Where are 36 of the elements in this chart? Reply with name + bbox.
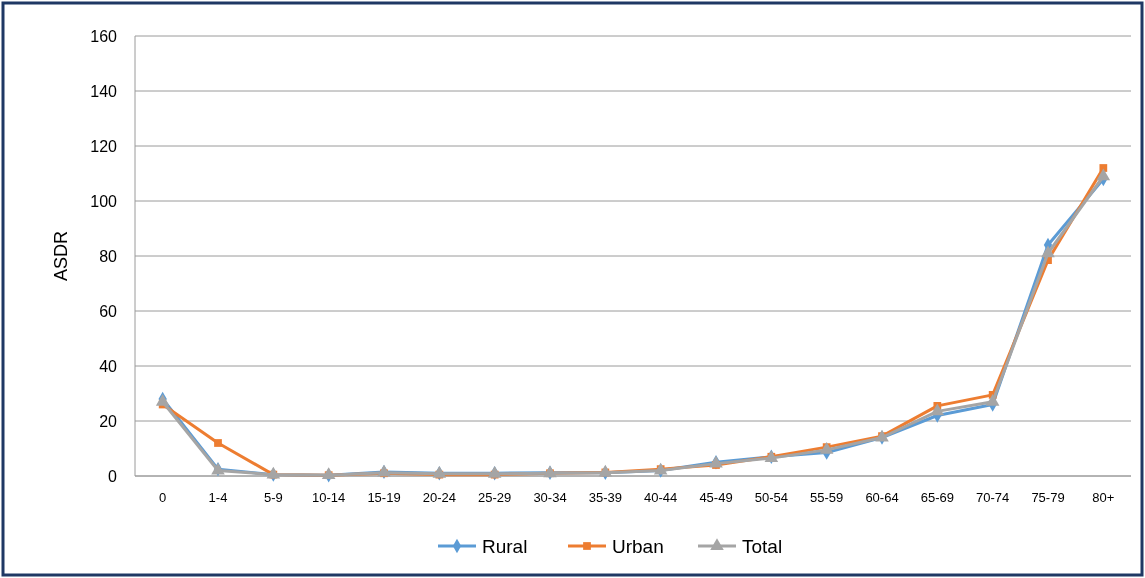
- legend-label: Total: [742, 535, 783, 557]
- x-tick-label: 75-79: [1031, 490, 1065, 505]
- legend-label: Rural: [482, 535, 528, 557]
- x-tick-label: 5-9: [263, 490, 283, 505]
- y-tick-label: 160: [90, 27, 118, 45]
- x-tick-label: 25-29: [478, 490, 512, 505]
- y-tick-label: 80: [99, 247, 118, 265]
- x-tick-label: 45-49: [699, 490, 733, 505]
- x-tick-label: 20-24: [422, 490, 456, 505]
- point: [930, 403, 945, 416]
- x-tick-label: 15-19: [367, 490, 401, 505]
- legend-label: Urban: [612, 535, 664, 557]
- x-tick-label: 1-4: [208, 490, 228, 505]
- x-tick-label: 0: [159, 490, 167, 505]
- y-tick-label: 0: [108, 467, 118, 485]
- point: [1096, 168, 1111, 181]
- point: [985, 393, 1000, 406]
- x-tick-label: 55-59: [810, 490, 844, 505]
- x-tick-label: 40-44: [644, 490, 678, 505]
- x-tick-label: 70-74: [976, 490, 1010, 505]
- x-tick-label: 30-34: [533, 490, 567, 505]
- x-tick-label: 65-69: [920, 490, 954, 505]
- y-tick-label: 120: [90, 137, 118, 155]
- x-tick-label: 35-39: [588, 490, 622, 505]
- point: [1041, 245, 1055, 258]
- x-tick-label: 10-14: [312, 490, 346, 505]
- y-axis-title: ASDR: [51, 230, 71, 282]
- x-tick-label: 80+: [1092, 490, 1115, 505]
- point: [214, 439, 222, 447]
- x-tick-label: 50-54: [754, 490, 788, 505]
- y-tick-label: 40: [99, 357, 118, 375]
- y-tick-label: 20: [99, 412, 118, 430]
- y-tick-label: 100: [90, 192, 118, 210]
- y-tick-label: 140: [90, 82, 118, 100]
- y-tick-label: 60: [99, 302, 118, 320]
- x-tick-label: 60-64: [865, 490, 899, 505]
